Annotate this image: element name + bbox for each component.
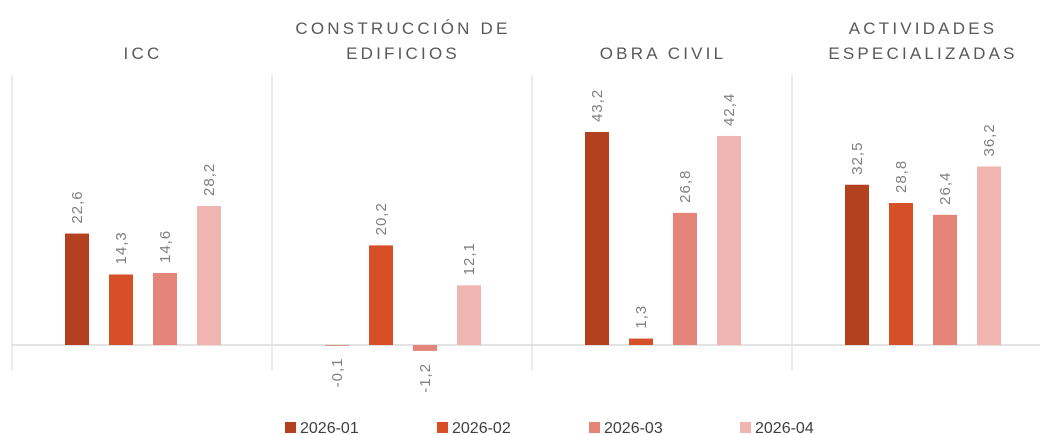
category-label: CONSTRUCCIÓN DE EDIFICIOS [295, 19, 511, 63]
bar [369, 245, 393, 345]
legend-label: 2026-01 [300, 420, 359, 435]
value-label: 32,5 [849, 142, 866, 175]
value-label: 12,1 [461, 242, 478, 275]
value-label: 1,3 [633, 305, 650, 329]
legend-label: 2026-03 [604, 420, 663, 435]
value-label: 14,6 [157, 230, 174, 263]
bar [413, 345, 437, 351]
bar [629, 338, 653, 345]
bar [457, 285, 481, 345]
bar [109, 274, 133, 345]
legend-label: 2026-02 [452, 420, 511, 435]
value-label: 26,4 [937, 172, 954, 205]
legend-swatch [589, 422, 600, 433]
category-label: OBRA CIVIL [599, 44, 727, 63]
bar [889, 203, 913, 345]
bar [153, 273, 177, 345]
value-label: 20,2 [373, 202, 390, 235]
legend-label: 2026-04 [755, 420, 814, 435]
value-label: 36,2 [981, 123, 998, 156]
category-label: ACTIVIDADES ESPECIALIZADAS [828, 19, 1018, 63]
category-label: ICC [123, 44, 163, 63]
bar [585, 132, 609, 345]
value-label: -1,2 [417, 363, 434, 393]
bar [197, 205, 221, 345]
bar [65, 233, 89, 345]
value-label: 28,2 [201, 163, 218, 196]
bar [845, 184, 869, 345]
value-label: 43,2 [589, 89, 606, 122]
value-label: 14,3 [113, 231, 130, 264]
value-label: 22,6 [69, 190, 86, 223]
value-label: 28,8 [893, 160, 910, 193]
bar [717, 135, 741, 345]
legend-swatch [437, 422, 448, 433]
bar [673, 212, 697, 345]
bar [977, 166, 1001, 345]
legend-swatch [740, 422, 751, 433]
value-label: 42,4 [721, 93, 738, 126]
bar [933, 214, 957, 345]
value-label: 26,8 [677, 170, 694, 203]
legend-swatch [285, 422, 296, 433]
value-label: -0,1 [329, 357, 346, 387]
